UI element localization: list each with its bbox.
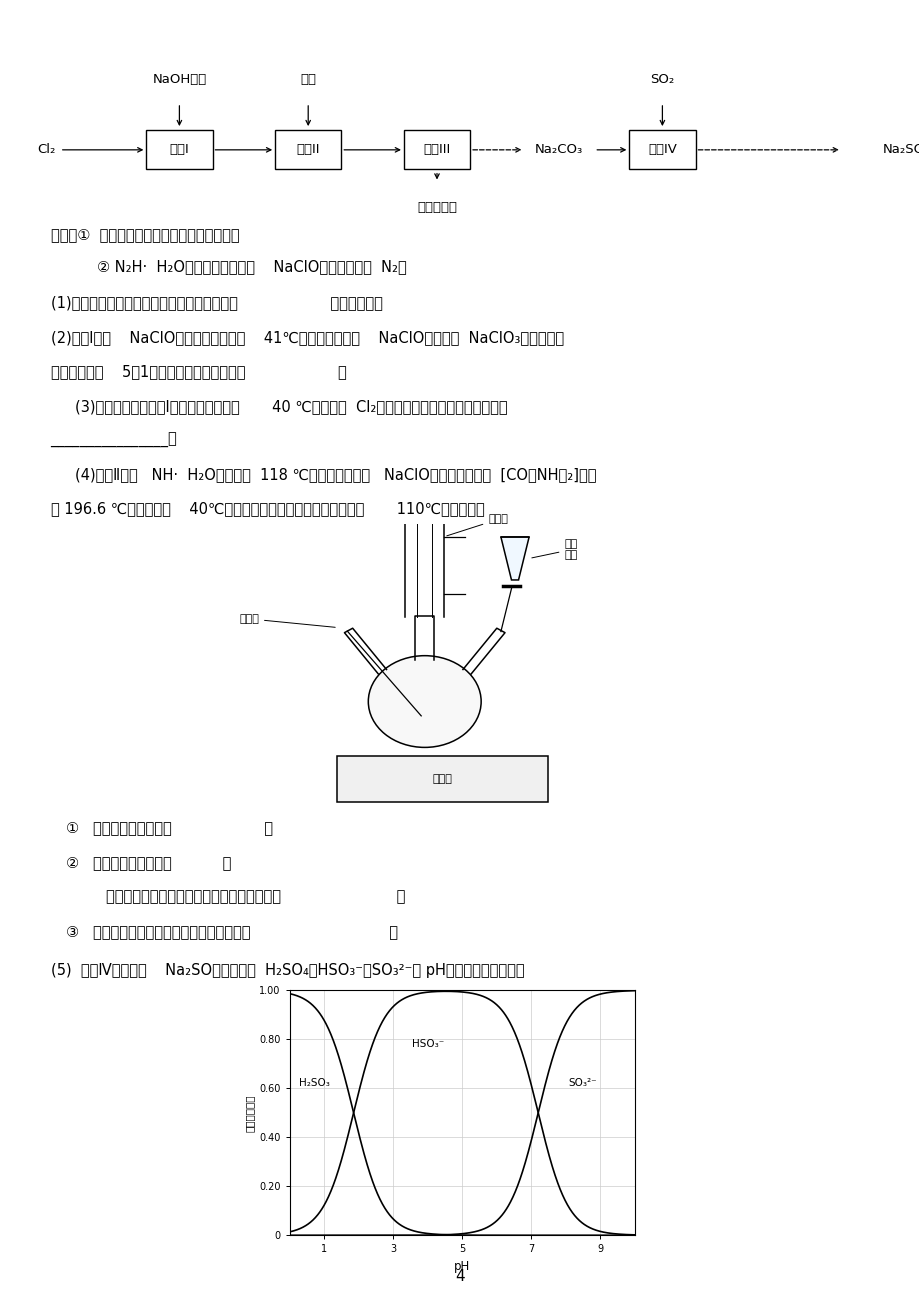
Text: Na₂CO₃: Na₂CO₃ — [535, 143, 583, 156]
Circle shape — [368, 655, 481, 748]
Text: SO₂: SO₂ — [650, 73, 674, 86]
Text: NaOH溶液: NaOH溶液 — [153, 73, 206, 86]
Text: (2)步骤Ⅰ制备    NaClO溶液时，若温度为    41℃，测得产物中除    NaClO外还含有  NaClO₃，且两者物: (2)步骤Ⅰ制备 NaClO溶液时，若温度为 41℃，测得产物中除 NaClO外… — [51, 330, 563, 345]
Text: (5)  步骤Ⅳ制备无水    Na₂SO（水溶液中  H₂SO₄、HSO₃⁻、SO₃²⁻随 pH的分布如图所示）。: (5) 步骤Ⅳ制备无水 Na₂SO（水溶液中 H₂SO₄、HSO₃⁻、SO₃²⁻… — [51, 963, 524, 979]
Bar — [336, 756, 548, 801]
Y-axis label: 微粒摩尔分数: 微粒摩尔分数 — [244, 1095, 255, 1131]
Text: HSO₃⁻: HSO₃⁻ — [411, 1040, 444, 1049]
Text: ② N₂H·  H₂O有强还原性，能与    NaClO剧烈反应生成  N₂。: ② N₂H· H₂O有强还原性，能与 NaClO剧烈反应生成 N₂。 — [96, 259, 406, 275]
Text: 尿素: 尿素 — [300, 73, 316, 86]
Text: SO₃²⁻: SO₃²⁻ — [568, 1079, 596, 1088]
Text: Na₂SO₃: Na₂SO₃ — [882, 143, 919, 156]
Text: 搅拌器: 搅拌器 — [432, 774, 452, 784]
Text: 点 196.6 ℃）水溶液在    40℃以下反应一段时间后，再迅速升温至       110℃继续反应。: 点 196.6 ℃）水溶液在 40℃以下反应一段时间后，再迅速升温至 110℃继… — [51, 500, 483, 516]
Text: 温度计: 温度计 — [239, 614, 335, 627]
Text: 将滴液漏斗内的液体放入三颈烧瓶内的操作是                         ；: 将滴液漏斗内的液体放入三颈烧瓶内的操作是 ； — [106, 889, 404, 904]
Text: Cl₂: Cl₂ — [37, 143, 55, 156]
Text: ①   使用冷凝管的目的是                    。: ① 使用冷凝管的目的是 。 — [66, 820, 273, 835]
Text: (3)实验中，为使步骤Ⅰ中反应温度不高于       40 ℃，除减缓  Cl₂的通入速率外，还可采取的措施是: (3)实验中，为使步骤Ⅰ中反应温度不高于 40 ℃，除减缓 Cl₂的通入速率外，… — [75, 399, 507, 414]
Text: 已知：①  氯气与烧碱溶液的反应是放热反应；: 已知：① 氯气与烧碱溶液的反应是放热反应； — [51, 227, 239, 242]
Text: ________________。: ________________。 — [51, 433, 177, 448]
Bar — [275, 130, 341, 169]
Text: 滴液
漏斗: 滴液 漏斗 — [531, 539, 577, 560]
Text: (4)步骤Ⅱ合成   NH·  H₂O（永点约  118 ℃）的装置如图。   NaClO碗性溶液与尿素  [CO（NH）₂]（永: (4)步骤Ⅱ合成 NH· H₂O（永点约 118 ℃）的装置如图。 NaClO碗… — [75, 466, 596, 482]
Text: 4: 4 — [455, 1269, 464, 1285]
Text: 水合肼溶液: 水合肼溶液 — [416, 201, 457, 214]
Text: ③   写出流程中生成水合肼反应的化学方程式                              。: ③ 写出流程中生成水合肼反应的化学方程式 。 — [66, 924, 398, 939]
Bar — [629, 130, 695, 169]
Text: ②   滴液漏斗内的试剂是           ；: ② 滴液漏斗内的试剂是 ； — [66, 855, 232, 870]
Text: 步骤I: 步骤I — [169, 143, 189, 156]
Text: 冷凝管: 冷凝管 — [447, 515, 507, 536]
Text: 步骤III: 步骤III — [423, 143, 450, 156]
Text: (1)从流程分析，本流程所用的主要有机原料为                    （写名称）。: (1)从流程分析，本流程所用的主要有机原料为 （写名称）。 — [51, 294, 382, 310]
Bar — [146, 130, 212, 169]
Text: H₂SO₃: H₂SO₃ — [298, 1079, 329, 1088]
X-axis label: pH: pH — [454, 1260, 470, 1273]
Text: 步骤II: 步骤II — [296, 143, 320, 156]
Text: 质的量之比为    5：1，该反应的离子方程式为                    。: 质的量之比为 5：1，该反应的离子方程式为 。 — [51, 364, 346, 379]
Bar — [403, 130, 470, 169]
Polygon shape — [500, 537, 528, 580]
Text: 步骤IV: 步骤IV — [647, 143, 676, 156]
